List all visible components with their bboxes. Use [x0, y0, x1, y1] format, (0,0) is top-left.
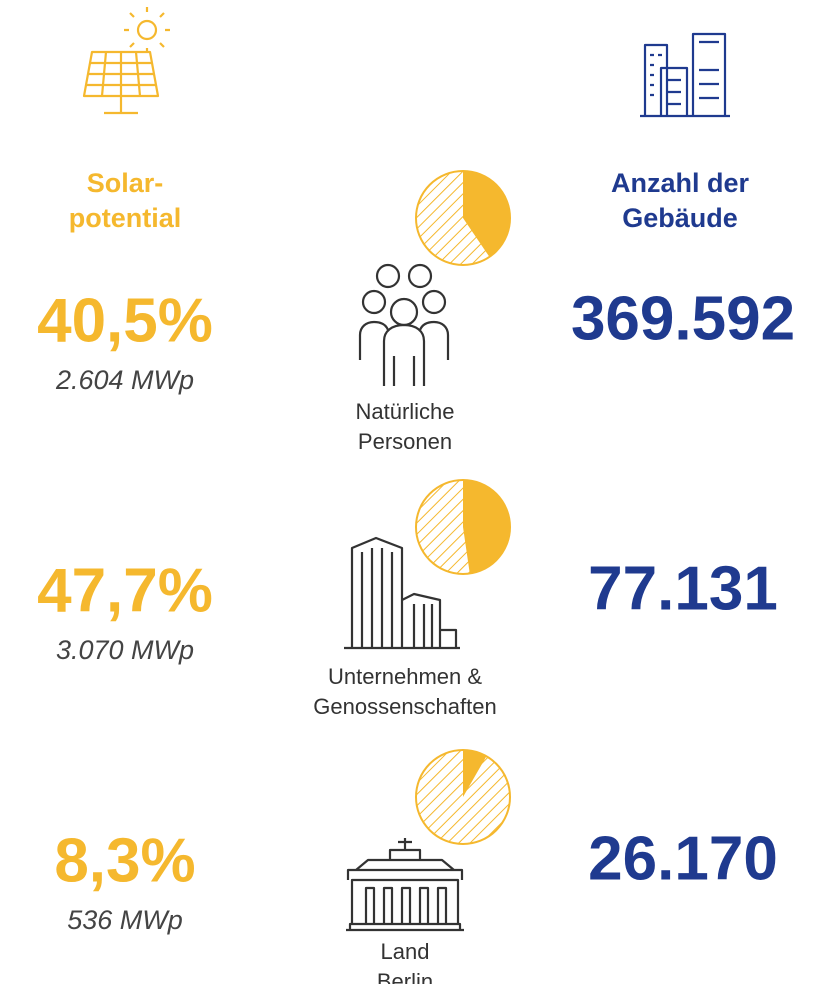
gate-icon [346, 838, 464, 932]
share-label: 40,5% [37, 286, 213, 355]
column-title: Gebäude [622, 203, 738, 233]
building-count: 369.592 [571, 284, 795, 353]
owner-label: Natürliche [355, 399, 454, 424]
people-icon [358, 263, 450, 386]
pie-slice [463, 749, 487, 797]
column-title: potential [69, 203, 182, 233]
capacity: 3.070 MWp [56, 635, 194, 665]
building-count: 26.170 [588, 824, 778, 893]
owner-label: Genossenschaften [313, 694, 496, 719]
owner-label: Berlin [377, 969, 433, 984]
column-title: Solar- [87, 168, 164, 198]
building-count: 77.131 [588, 554, 778, 623]
capacity: 536 MWp [67, 905, 183, 935]
pie-slice [463, 171, 510, 257]
company-icon [344, 536, 460, 650]
share-label: 8,3% [54, 826, 195, 895]
buildings-icon [640, 32, 730, 118]
owner-label: Land [381, 939, 430, 964]
capacity: 2.604 MWp [55, 365, 194, 395]
solar-icon [82, 7, 170, 115]
pie-slice [463, 480, 510, 574]
column-title: Anzahl der [611, 168, 750, 198]
owner-label: Unternehmen & [328, 664, 482, 689]
share-label: 47,7% [37, 556, 213, 625]
owner-label: Personen [358, 429, 452, 454]
